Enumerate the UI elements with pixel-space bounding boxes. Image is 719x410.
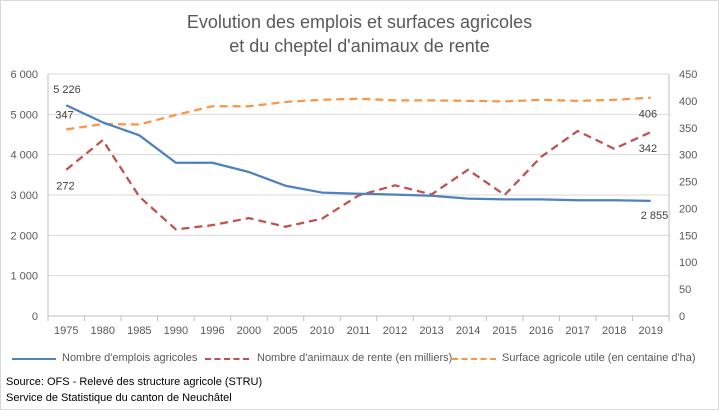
legend-label-animaux: Nombre d'animaux de rente (en milliers) [257,352,453,364]
chart-title-line-2: et du cheptel d'animaux de rente [229,36,490,56]
chart-title-line-1: Evolution des emplois et surfaces agrico… [186,12,533,32]
source-line-2: Service de Statistique du canton de Neuc… [6,392,232,404]
x-tick-label: 2014 [456,325,480,337]
x-tick-label: 1990 [164,325,188,337]
y-right-tick-label: 100 [679,257,697,269]
y-right-tick-label: 300 [679,150,697,162]
y-right-tick-label: 350 [679,123,697,135]
x-tick-label: 1996 [200,325,224,337]
legend-label-surface: Surface agricole utile (en centaine d'ha… [502,352,696,364]
data-label: 5 226 [53,84,81,96]
y-left-tick-label: 5 000 [10,109,38,121]
x-tick-label: 2010 [310,325,334,337]
x-tick-label: 2018 [602,325,626,337]
x-tick-label: 2016 [529,325,553,337]
legend-label-emplois: Nombre d'emplois agricoles [62,352,198,364]
x-tick-label: 1980 [91,325,115,337]
y-left-tick-label: 4 000 [10,150,38,162]
y-left-tick-label: 6 000 [10,69,38,81]
series-line-0 [65,104,651,202]
y-right-tick-label: 200 [679,203,697,215]
legend-swatch-emplois [12,358,56,360]
series-line-1 [65,129,652,231]
x-tick-label: 2005 [273,325,297,337]
x-tick-label: 2017 [565,325,589,337]
x-tick-label: 2012 [383,325,407,337]
x-tick-label: 2000 [237,325,261,337]
x-tick-label: 2015 [492,325,516,337]
y-right-tick-label: 250 [679,177,697,189]
x-tick-label: 1975 [54,325,78,337]
data-label: 342 [639,143,657,155]
source-line-1: Source: OFS - Relevé des structure agric… [6,376,263,388]
x-tick-label: 2013 [419,325,443,337]
y-left-tick-label: 3 000 [10,190,38,202]
y-left-tick-label: 0 [32,311,38,323]
y-right-tick-label: 0 [679,311,685,323]
y-left-tick-label: 1 000 [10,271,38,283]
y-right-tick-label: 150 [679,230,697,242]
series-line-2 [66,96,651,131]
y-left-tick-label: 2 000 [10,230,38,242]
y-right-tick-label: 450 [679,69,697,81]
x-tick-label: 1985 [127,325,151,337]
data-label: 347 [55,109,73,121]
legend-swatch-surface [452,358,496,360]
data-label: 2 855 [641,210,669,222]
y-right-tick-label: 400 [679,96,697,108]
x-tick-label: 2019 [638,325,662,337]
x-tick-label: 2011 [347,325,371,337]
data-label: 406 [639,109,657,121]
y-right-tick-label: 50 [679,284,691,296]
legend-swatch-animaux [205,358,249,360]
data-label: 272 [56,181,74,193]
